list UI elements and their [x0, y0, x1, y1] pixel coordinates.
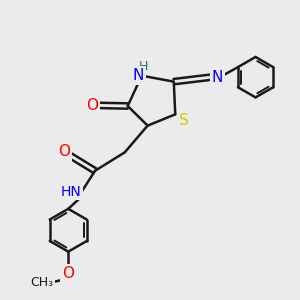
Text: H: H: [139, 60, 148, 73]
Text: N: N: [212, 70, 223, 85]
Text: O: O: [62, 266, 74, 281]
Text: O: O: [86, 98, 98, 113]
Text: O: O: [58, 144, 70, 159]
Text: CH₃: CH₃: [30, 276, 53, 289]
Text: S: S: [179, 113, 188, 128]
Text: HN: HN: [61, 184, 82, 199]
Text: N: N: [132, 68, 144, 83]
